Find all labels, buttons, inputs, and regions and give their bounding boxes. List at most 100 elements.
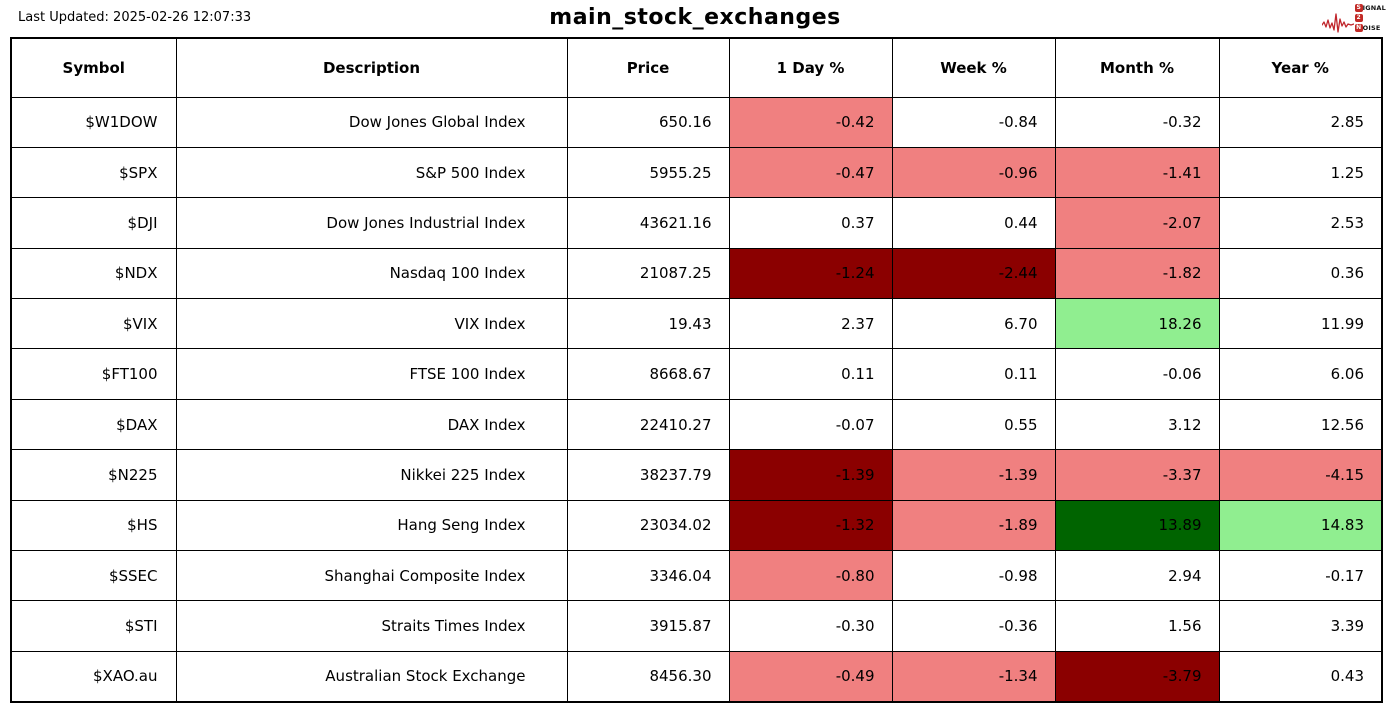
description-cell: VIX Index bbox=[175, 298, 568, 350]
price-cell: 650.16 bbox=[566, 96, 730, 148]
description-cell: Straits Times Index bbox=[175, 600, 568, 652]
month-pct-cell: 2.94 bbox=[1054, 550, 1220, 602]
price-cell: 3346.04 bbox=[566, 550, 730, 602]
day-pct-cell: -0.42 bbox=[728, 96, 893, 148]
logo-badge-n: N bbox=[1354, 24, 1363, 32]
week-pct-cell: -0.36 bbox=[891, 600, 1056, 652]
column-header-year: Year % bbox=[1218, 37, 1383, 98]
description-cell: Nasdaq 100 Index bbox=[175, 247, 568, 300]
symbol-cell: $STI bbox=[10, 600, 177, 652]
signal2noise-logo: S IGNAL 2 N OISE bbox=[1321, 3, 1386, 33]
week-pct-cell: -1.89 bbox=[891, 499, 1056, 552]
table-header: Symbol Description Price 1 Day % Week % … bbox=[10, 37, 1383, 98]
symbol-cell: $FT100 bbox=[10, 348, 177, 400]
price-cell: 3915.87 bbox=[566, 600, 730, 652]
symbol-cell: $W1DOW bbox=[10, 96, 177, 148]
month-pct-cell: -3.37 bbox=[1054, 449, 1220, 501]
year-pct-cell: 0.43 bbox=[1218, 650, 1383, 703]
year-pct-cell: 2.53 bbox=[1218, 197, 1383, 249]
description-cell: FTSE 100 Index bbox=[175, 348, 568, 400]
logo-text: S IGNAL 2 N OISE bbox=[1354, 3, 1386, 33]
week-pct-cell: -0.96 bbox=[891, 146, 1056, 199]
table-row: $NDX Nasdaq 100 Index 21087.25 -1.24 -2.… bbox=[10, 247, 1383, 300]
price-cell: 38237.79 bbox=[566, 449, 730, 501]
day-pct-cell: 2.37 bbox=[728, 298, 893, 350]
day-pct-cell: -0.49 bbox=[728, 650, 893, 703]
year-pct-cell: 0.36 bbox=[1218, 247, 1383, 300]
last-updated-text: Last Updated: 2025-02-26 12:07:33 bbox=[18, 10, 252, 25]
table-row: $DJI Dow Jones Industrial Index 43621.16… bbox=[10, 197, 1383, 249]
logo-text-ignal: IGNAL bbox=[1362, 4, 1386, 12]
column-header-symbol: Symbol bbox=[10, 37, 177, 98]
symbol-cell: $NDX bbox=[10, 247, 177, 300]
year-pct-cell: 2.85 bbox=[1218, 96, 1383, 148]
day-pct-cell: -0.47 bbox=[728, 146, 893, 199]
page-title: main_stock_exchanges bbox=[549, 5, 841, 30]
year-pct-cell: 1.25 bbox=[1218, 146, 1383, 199]
symbol-cell: $DAX bbox=[10, 398, 177, 451]
price-cell: 19.43 bbox=[566, 298, 730, 350]
week-pct-cell: -1.34 bbox=[891, 650, 1056, 703]
logo-badge-2: 2 bbox=[1354, 14, 1363, 22]
description-cell: DAX Index bbox=[175, 398, 568, 451]
column-header-1day: 1 Day % bbox=[728, 37, 893, 98]
month-pct-cell: 1.56 bbox=[1054, 600, 1220, 652]
table-row: $SPX S&P 500 Index 5955.25 -0.47 -0.96 -… bbox=[10, 146, 1383, 199]
table-row: $N225 Nikkei 225 Index 38237.79 -1.39 -1… bbox=[10, 449, 1383, 501]
column-header-week: Week % bbox=[891, 37, 1056, 98]
symbol-cell: $N225 bbox=[10, 449, 177, 501]
table-row: $SSEC Shanghai Composite Index 3346.04 -… bbox=[10, 550, 1383, 602]
description-cell: Hang Seng Index bbox=[175, 499, 568, 552]
price-cell: 21087.25 bbox=[566, 247, 730, 300]
symbol-cell: $SSEC bbox=[10, 550, 177, 602]
day-pct-cell: -1.24 bbox=[728, 247, 893, 300]
year-pct-cell: -0.17 bbox=[1218, 550, 1383, 602]
year-pct-cell: -4.15 bbox=[1218, 449, 1383, 501]
column-header-description: Description bbox=[175, 37, 568, 98]
year-pct-cell: 12.56 bbox=[1218, 398, 1383, 451]
month-pct-cell: -0.06 bbox=[1054, 348, 1220, 400]
table-row: $VIX VIX Index 19.43 2.37 6.70 18.26 11.… bbox=[10, 298, 1383, 350]
table-row: $XAO.au Australian Stock Exchange 8456.3… bbox=[10, 650, 1383, 703]
week-pct-cell: -0.98 bbox=[891, 550, 1056, 602]
month-pct-cell: -3.79 bbox=[1054, 650, 1220, 703]
month-pct-cell: 3.12 bbox=[1054, 398, 1220, 451]
month-pct-cell: -1.82 bbox=[1054, 247, 1220, 300]
column-header-price: Price bbox=[566, 37, 730, 98]
price-cell: 22410.27 bbox=[566, 398, 730, 451]
month-pct-cell: 13.89 bbox=[1054, 499, 1220, 552]
symbol-cell: $DJI bbox=[10, 197, 177, 249]
day-pct-cell: -1.39 bbox=[728, 449, 893, 501]
symbol-cell: $SPX bbox=[10, 146, 177, 199]
description-cell: S&P 500 Index bbox=[175, 146, 568, 199]
price-cell: 8668.67 bbox=[566, 348, 730, 400]
week-pct-cell: 0.55 bbox=[891, 398, 1056, 451]
month-pct-cell: -2.07 bbox=[1054, 197, 1220, 249]
price-cell: 8456.30 bbox=[566, 650, 730, 703]
week-pct-cell: -2.44 bbox=[891, 247, 1056, 300]
table-row: $DAX DAX Index 22410.27 -0.07 0.55 3.12 … bbox=[10, 398, 1383, 451]
waveform-icon bbox=[1321, 11, 1354, 33]
day-pct-cell: 0.11 bbox=[728, 348, 893, 400]
symbol-cell: $VIX bbox=[10, 298, 177, 350]
symbol-cell: $HS bbox=[10, 499, 177, 552]
week-pct-cell: 0.44 bbox=[891, 197, 1056, 249]
table-row: $HS Hang Seng Index 23034.02 -1.32 -1.89… bbox=[10, 499, 1383, 552]
year-pct-cell: 6.06 bbox=[1218, 348, 1383, 400]
month-pct-cell: -0.32 bbox=[1054, 96, 1220, 148]
table-row: $W1DOW Dow Jones Global Index 650.16 -0.… bbox=[10, 96, 1383, 148]
column-header-month: Month % bbox=[1054, 37, 1220, 98]
week-pct-cell: 0.11 bbox=[891, 348, 1056, 400]
week-pct-cell: -1.39 bbox=[891, 449, 1056, 501]
day-pct-cell: -1.32 bbox=[728, 499, 893, 552]
table-row: $FT100 FTSE 100 Index 8668.67 0.11 0.11 … bbox=[10, 348, 1383, 400]
logo-badge-s: S bbox=[1354, 4, 1363, 12]
year-pct-cell: 3.39 bbox=[1218, 600, 1383, 652]
week-pct-cell: -0.84 bbox=[891, 96, 1056, 148]
week-pct-cell: 6.70 bbox=[891, 298, 1056, 350]
day-pct-cell: -0.30 bbox=[728, 600, 893, 652]
price-cell: 23034.02 bbox=[566, 499, 730, 552]
day-pct-cell: 0.37 bbox=[728, 197, 893, 249]
table-row: $STI Straits Times Index 3915.87 -0.30 -… bbox=[10, 600, 1383, 652]
table-body: $W1DOW Dow Jones Global Index 650.16 -0.… bbox=[10, 96, 1383, 703]
